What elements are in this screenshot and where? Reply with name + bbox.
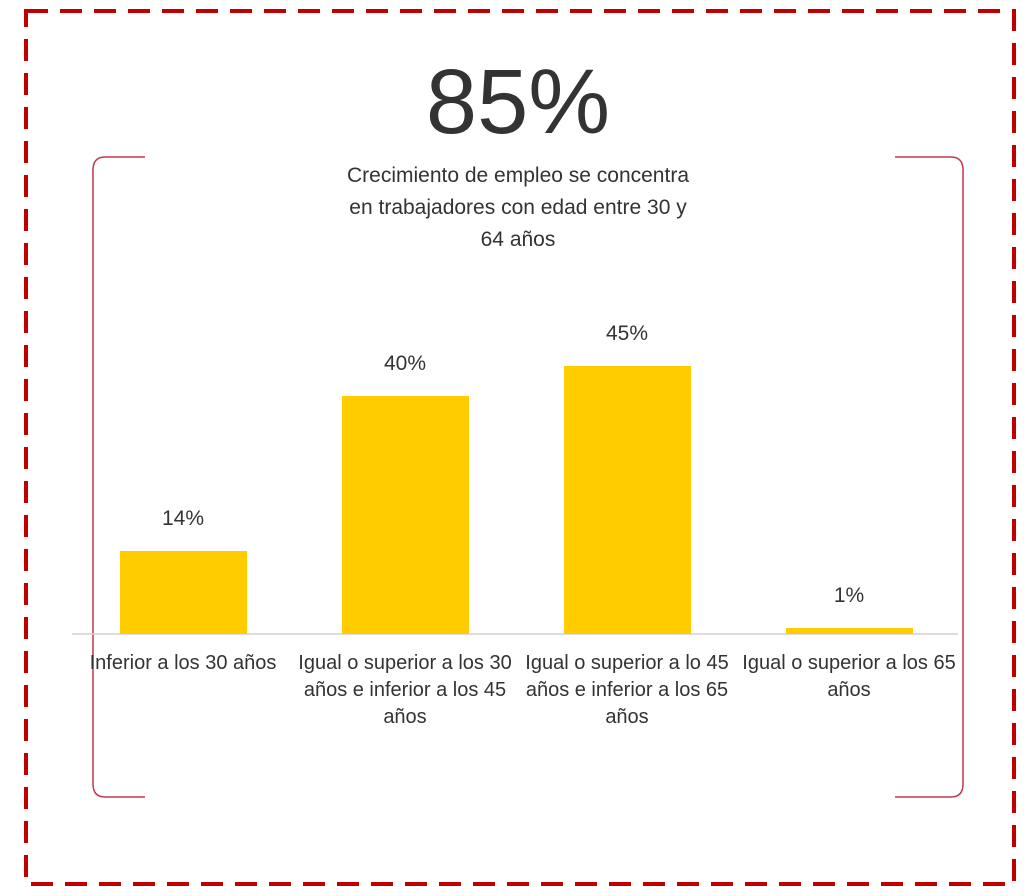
value-label: 40% (383, 352, 427, 375)
title: 85% (425, 51, 611, 153)
bar (119, 550, 247, 634)
right-bracket (895, 156, 964, 798)
bar (563, 366, 691, 634)
subtitle: Crecimiento de empleo se concentra en tr… (346, 164, 689, 251)
category-label: Inferior a los 30 años (89, 652, 277, 674)
dashed-border (24, 9, 1016, 886)
category-label: Igual o superior a los 65 años (742, 652, 956, 701)
value-label: 1% (833, 584, 865, 608)
left-bracket (92, 156, 145, 798)
bar (785, 628, 913, 634)
bar (341, 396, 469, 634)
category-label: Igual o superior a los 30 años e inferio… (298, 652, 512, 728)
value-label: 45% (605, 322, 649, 346)
value-label: 14% (161, 506, 205, 530)
category-label: Igual o superior a lo 45 años e inferior… (525, 652, 729, 728)
